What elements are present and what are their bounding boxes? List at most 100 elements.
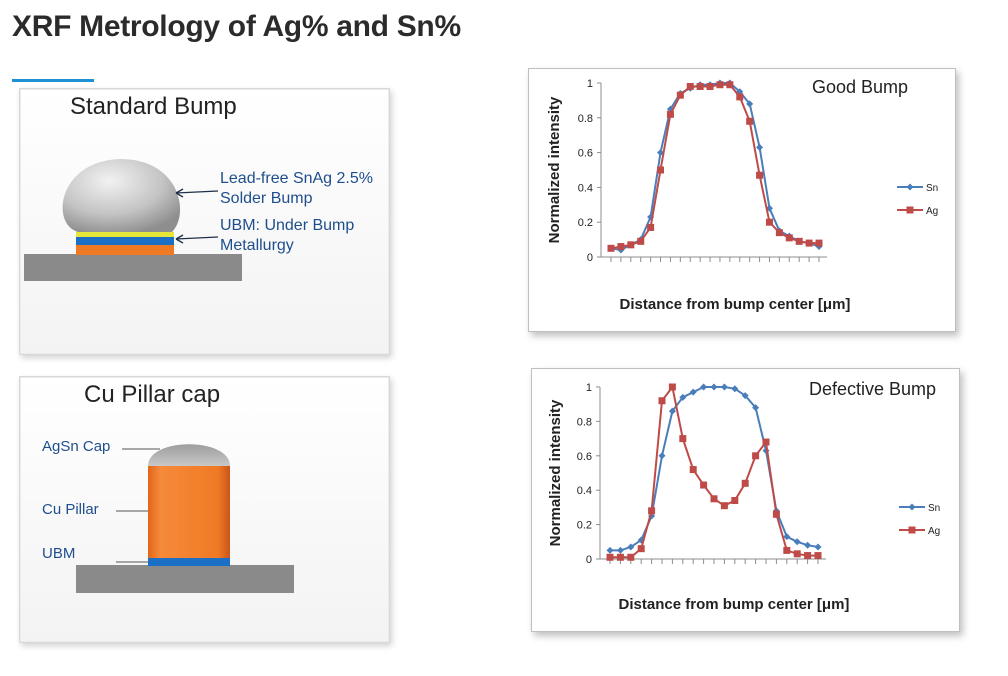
data-point-ag [696, 82, 704, 90]
series-line-ag [610, 83, 819, 250]
data-point-sn [679, 393, 687, 401]
y-tick-label: 0 [587, 252, 593, 264]
solder-callout: Lead-free SnAg 2.5% Solder Bump [220, 169, 373, 209]
data-point-sn [689, 388, 697, 396]
data-point-sn [752, 404, 760, 412]
data-point-sn [637, 536, 645, 544]
data-point-ag [679, 435, 687, 443]
solder-label-line1: Lead-free SnAg 2.5% [220, 170, 373, 187]
cu-pillar-panel: Cu Pillar cap AgSn Cap Cu Pillar UBM [19, 376, 390, 643]
legend-marker-ag [908, 526, 916, 534]
data-point-ag [731, 497, 739, 505]
ubm-orange-layer [76, 245, 174, 255]
data-point-ag [793, 550, 801, 558]
data-point-ag [772, 510, 780, 518]
data-point-sn [616, 546, 624, 554]
y-tick-label: 0 [586, 554, 592, 566]
substrate [76, 565, 294, 593]
ubm-arrow [175, 236, 219, 240]
data-point-ag [716, 81, 724, 89]
cu-pillar [148, 465, 230, 558]
data-point-ag [710, 495, 718, 503]
data-point-sn [657, 149, 665, 157]
data-point-ag [700, 481, 708, 489]
data-point-ag [648, 507, 656, 515]
y-axis-label: Normalized intensity [547, 399, 564, 546]
data-point-ag [689, 466, 697, 474]
data-point-sn [741, 392, 749, 400]
y-tick-label: 0.8 [578, 113, 593, 125]
defective-bump-chart-svg: 0 0.2 0.4 0.6 0.8 1 Defective Bump Distance fro… [547, 379, 940, 613]
y-axis-label: Normalized intensity [546, 96, 563, 243]
cu-pillar-title: Cu Pillar cap [84, 381, 221, 408]
x-axis-label: Distance from bump center [μm] [619, 596, 850, 613]
legend-label-sn: Sn [928, 503, 940, 514]
y-tick-label: 0.6 [578, 148, 593, 160]
solder-bump [62, 159, 181, 232]
y-tick-label: 0.4 [578, 182, 593, 194]
ubm-blue-layer [76, 237, 174, 245]
substrate [24, 254, 242, 281]
data-point-ag [637, 545, 645, 553]
defective-bump-chart: 0 0.2 0.4 0.6 0.8 1 Defective Bump Distance fro… [531, 368, 960, 632]
data-point-ag [606, 553, 614, 561]
data-point-ag [657, 166, 665, 174]
good-bump-chart-svg: 0 0.2 0.4 0.6 0.8 1 Good Bump Distance from bum… [546, 77, 938, 313]
solder-label-line2: Solder Bump [220, 190, 313, 207]
data-point-ag [686, 82, 694, 90]
standard-bump-panel: Standard Bump Lead-free SnAg 2.5% Solder… [19, 88, 390, 355]
data-point-sn [814, 543, 822, 551]
legend-marker-sn [908, 503, 916, 511]
data-point-ag [658, 397, 666, 405]
series-line-sn [610, 386, 819, 552]
data-point-ag [726, 81, 734, 89]
ubm-label: UBM [42, 545, 76, 562]
data-point-ag [795, 237, 803, 245]
data-point-sn [668, 407, 676, 415]
y-tick-label: 0.8 [577, 416, 592, 428]
y-tick-label: 1 [587, 78, 593, 90]
data-point-sn [710, 383, 718, 391]
data-point-sn [627, 543, 635, 551]
data-point-ag [815, 239, 823, 247]
legend-label-ag: Ag [928, 526, 940, 537]
data-point-ag [616, 553, 624, 561]
chart-title: Defective Bump [809, 379, 936, 399]
data-point-ag [627, 241, 635, 249]
y-tick-label: 0.2 [578, 217, 593, 229]
y-tick-label: 1 [586, 382, 592, 394]
page-title: XRF Metrology of Ag% and Sn% [12, 10, 461, 43]
data-point-ag [647, 223, 655, 231]
data-point-ag [706, 82, 714, 90]
data-point-sn [756, 143, 764, 151]
ubm-label-line2: Metallurgy [220, 237, 294, 254]
data-point-ag [804, 552, 812, 560]
data-point-ag [668, 383, 676, 391]
solder-arrow [175, 190, 219, 194]
data-point-ag [607, 244, 615, 252]
good-bump-chart: 0 0.2 0.4 0.6 0.8 1 Good Bump Distance from bum… [528, 68, 956, 332]
data-point-sn [606, 546, 614, 554]
data-point-sn [720, 383, 728, 391]
data-point-ag [736, 93, 744, 101]
data-point-sn [700, 383, 708, 391]
data-point-sn [793, 538, 801, 546]
legend-marker-ag [906, 206, 914, 214]
data-point-ag [756, 171, 764, 179]
data-point-ag [805, 239, 813, 247]
series-line-sn [610, 82, 820, 252]
ubm-yellow-layer [76, 232, 174, 237]
agsn-cap [148, 444, 230, 466]
y-tick-label: 0.6 [577, 451, 592, 463]
data-point-ag [637, 237, 645, 245]
standard-bump-illustration [24, 159, 242, 281]
data-point-sn [658, 452, 666, 460]
data-point-sn [804, 541, 812, 549]
data-point-ag [746, 117, 754, 125]
agsn-cap-label: AgSn Cap [42, 438, 111, 455]
data-point-ag [676, 91, 684, 99]
title-underline [12, 79, 94, 82]
data-point-ag [741, 479, 749, 487]
series-line-ag [610, 384, 818, 559]
data-point-sn [783, 533, 791, 541]
